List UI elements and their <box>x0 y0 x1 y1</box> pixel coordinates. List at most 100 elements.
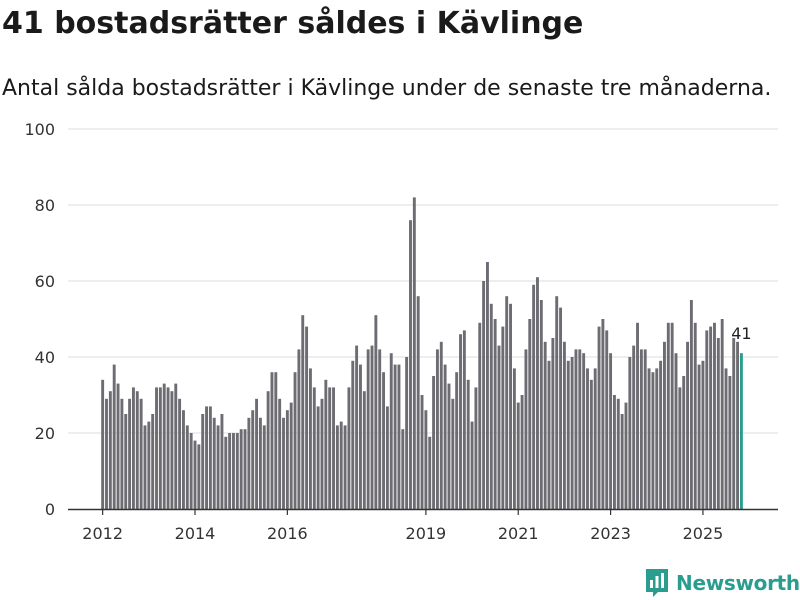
bar: 2024-07: 32 <box>678 387 682 509</box>
bar: 2025-05: 45 <box>716 338 720 509</box>
bar: 2017-10: 42 <box>366 349 370 509</box>
bar: 2020-02: 32 <box>474 387 478 509</box>
bar: 2015-07: 22 <box>262 425 266 509</box>
bar: 2017-12: 51 <box>374 315 378 509</box>
y-tick-label-100: 100 <box>24 120 55 139</box>
bar: 2017-07: 43 <box>355 345 359 509</box>
bar: 2023-12: 36 <box>651 372 655 509</box>
bar: 2023-05: 28 <box>624 402 628 509</box>
bar: 2016-12: 32 <box>328 387 332 509</box>
bar: 2013-01: 23 <box>147 421 151 509</box>
bar: 2023-08: 49 <box>636 322 639 509</box>
bar: 2016-06: 48 <box>305 326 309 509</box>
bar: 2020-06: 54 <box>489 303 493 509</box>
x-tick-label-2019: 2019 <box>406 524 447 543</box>
bar: 2012-07: 25 <box>124 414 128 509</box>
bar: 2023-02: 30 <box>612 395 616 509</box>
bar: 2021-06: 61 <box>536 277 539 509</box>
bar: 2015-05: 29 <box>255 398 259 509</box>
bar: 2016-10: 29 <box>320 398 324 509</box>
bar: 2014-04: 27 <box>205 406 208 509</box>
bar: 2023-01: 41 <box>609 353 613 509</box>
bar: 2019-03: 35 <box>432 376 436 509</box>
brand-name: Newsworthy <box>676 571 800 595</box>
bar: 2014-03: 25 <box>201 414 205 509</box>
x-axis-tick-labels: 2012 2014 2016 2019 2021 2023 2025 <box>82 524 723 543</box>
bar: 2014-08: 25 <box>220 414 224 509</box>
bar: 2020-04: 60 <box>482 281 486 509</box>
bar: 2012-05: 33 <box>116 383 120 509</box>
bar: 2018-05: 38 <box>393 364 397 509</box>
bar-highlight: 2025-11: 41 <box>739 353 743 509</box>
bar: 2021-03: 42 <box>524 349 528 509</box>
bar: 2012-03: 31 <box>108 391 112 509</box>
bar: 2015-03: 24 <box>247 417 251 509</box>
bar: 2022-02: 39 <box>566 360 570 509</box>
bar: 2013-08: 33 <box>174 383 178 509</box>
bar: 2024-06: 41 <box>674 353 678 509</box>
bar: 2020-08: 43 <box>497 345 501 509</box>
bar: 2022-09: 37 <box>593 368 597 509</box>
bar: 2024-08: 35 <box>682 376 686 509</box>
bar: 2019-11: 47 <box>462 330 466 509</box>
brand-logo: Newsworthy <box>644 566 800 600</box>
bar: 2025-09: 45 <box>732 338 736 509</box>
bar: 2024-11: 49 <box>693 322 697 509</box>
x-tick-label-2023: 2023 <box>590 524 631 543</box>
bar: 2012-11: 29 <box>139 398 143 509</box>
bar: 2024-12: 38 <box>697 364 701 509</box>
bar: 2013-12: 20 <box>189 433 193 509</box>
bar: 2019-08: 29 <box>451 398 455 509</box>
bar: 2017-04: 22 <box>343 425 347 509</box>
x-tick-label-2016: 2016 <box>267 524 308 543</box>
x-tick-label-2021: 2021 <box>498 524 539 543</box>
bar: 2022-04: 42 <box>574 349 578 509</box>
bar: 2021-02: 30 <box>520 395 524 509</box>
y-tick-label-0: 0 <box>45 500 55 519</box>
bar: 2016-09: 27 <box>316 406 320 509</box>
bar: 2014-09: 19 <box>224 436 228 509</box>
bar: 2022-06: 41 <box>582 353 586 509</box>
bar: 2019-07: 33 <box>447 383 451 509</box>
bar: 2013-02: 25 <box>151 414 155 509</box>
bar: 2020-11: 54 <box>509 303 512 509</box>
y-tick-label-40: 40 <box>35 348 55 367</box>
bar: 2014-01: 18 <box>193 440 197 509</box>
bar: 2023-09: 42 <box>639 349 643 509</box>
bar: 2015-10: 36 <box>274 372 278 509</box>
bar: 2024-09: 44 <box>686 341 689 509</box>
bar: 2019-05: 44 <box>439 341 443 509</box>
x-axis <box>68 508 778 515</box>
y-axis-tick-labels: 0 20 40 60 80 100 <box>24 120 55 519</box>
bar: 2012-04: 38 <box>112 364 116 509</box>
bar: 2012-12: 22 <box>143 425 147 509</box>
bar: 2019-01: 26 <box>424 410 428 509</box>
bar: 2018-04: 41 <box>389 353 393 509</box>
bar: 2022-11: 50 <box>601 319 605 509</box>
y-tick-label-20: 20 <box>35 424 55 443</box>
bar: 2014-07: 22 <box>216 425 220 509</box>
bar: 2018-01: 42 <box>378 349 382 509</box>
bar: 2017-05: 32 <box>347 387 351 509</box>
bar: 2014-02: 17 <box>197 444 201 509</box>
bar: 2022-01: 44 <box>562 341 566 509</box>
chart-subtitle: Antal sålda bostadsrätter i Kävlinge und… <box>2 76 772 101</box>
bar: 2021-09: 39 <box>547 360 551 509</box>
bar: 2020-05: 65 <box>486 262 489 509</box>
bar: 2024-05: 49 <box>670 322 674 509</box>
bar: 2025-01: 39 <box>701 360 705 509</box>
bar: 2016-01: 26 <box>285 410 289 509</box>
bar: 2017-06: 39 <box>351 360 355 509</box>
annotations: 41 <box>731 324 751 343</box>
bar: 2025-04: 49 <box>713 322 716 509</box>
bar: 2015-12: 24 <box>282 417 285 509</box>
bar: 2014-12: 20 <box>235 433 239 509</box>
bar: 2024-04: 49 <box>666 322 670 509</box>
bar: 2025-10: 44 <box>736 341 740 509</box>
bar: 2016-03: 36 <box>293 372 297 509</box>
bar: 2024-01: 37 <box>655 368 659 509</box>
bar: 2019-12: 34 <box>466 379 470 509</box>
bar: 2017-03: 23 <box>339 421 343 509</box>
bar: 2012-02: 29 <box>105 398 108 509</box>
